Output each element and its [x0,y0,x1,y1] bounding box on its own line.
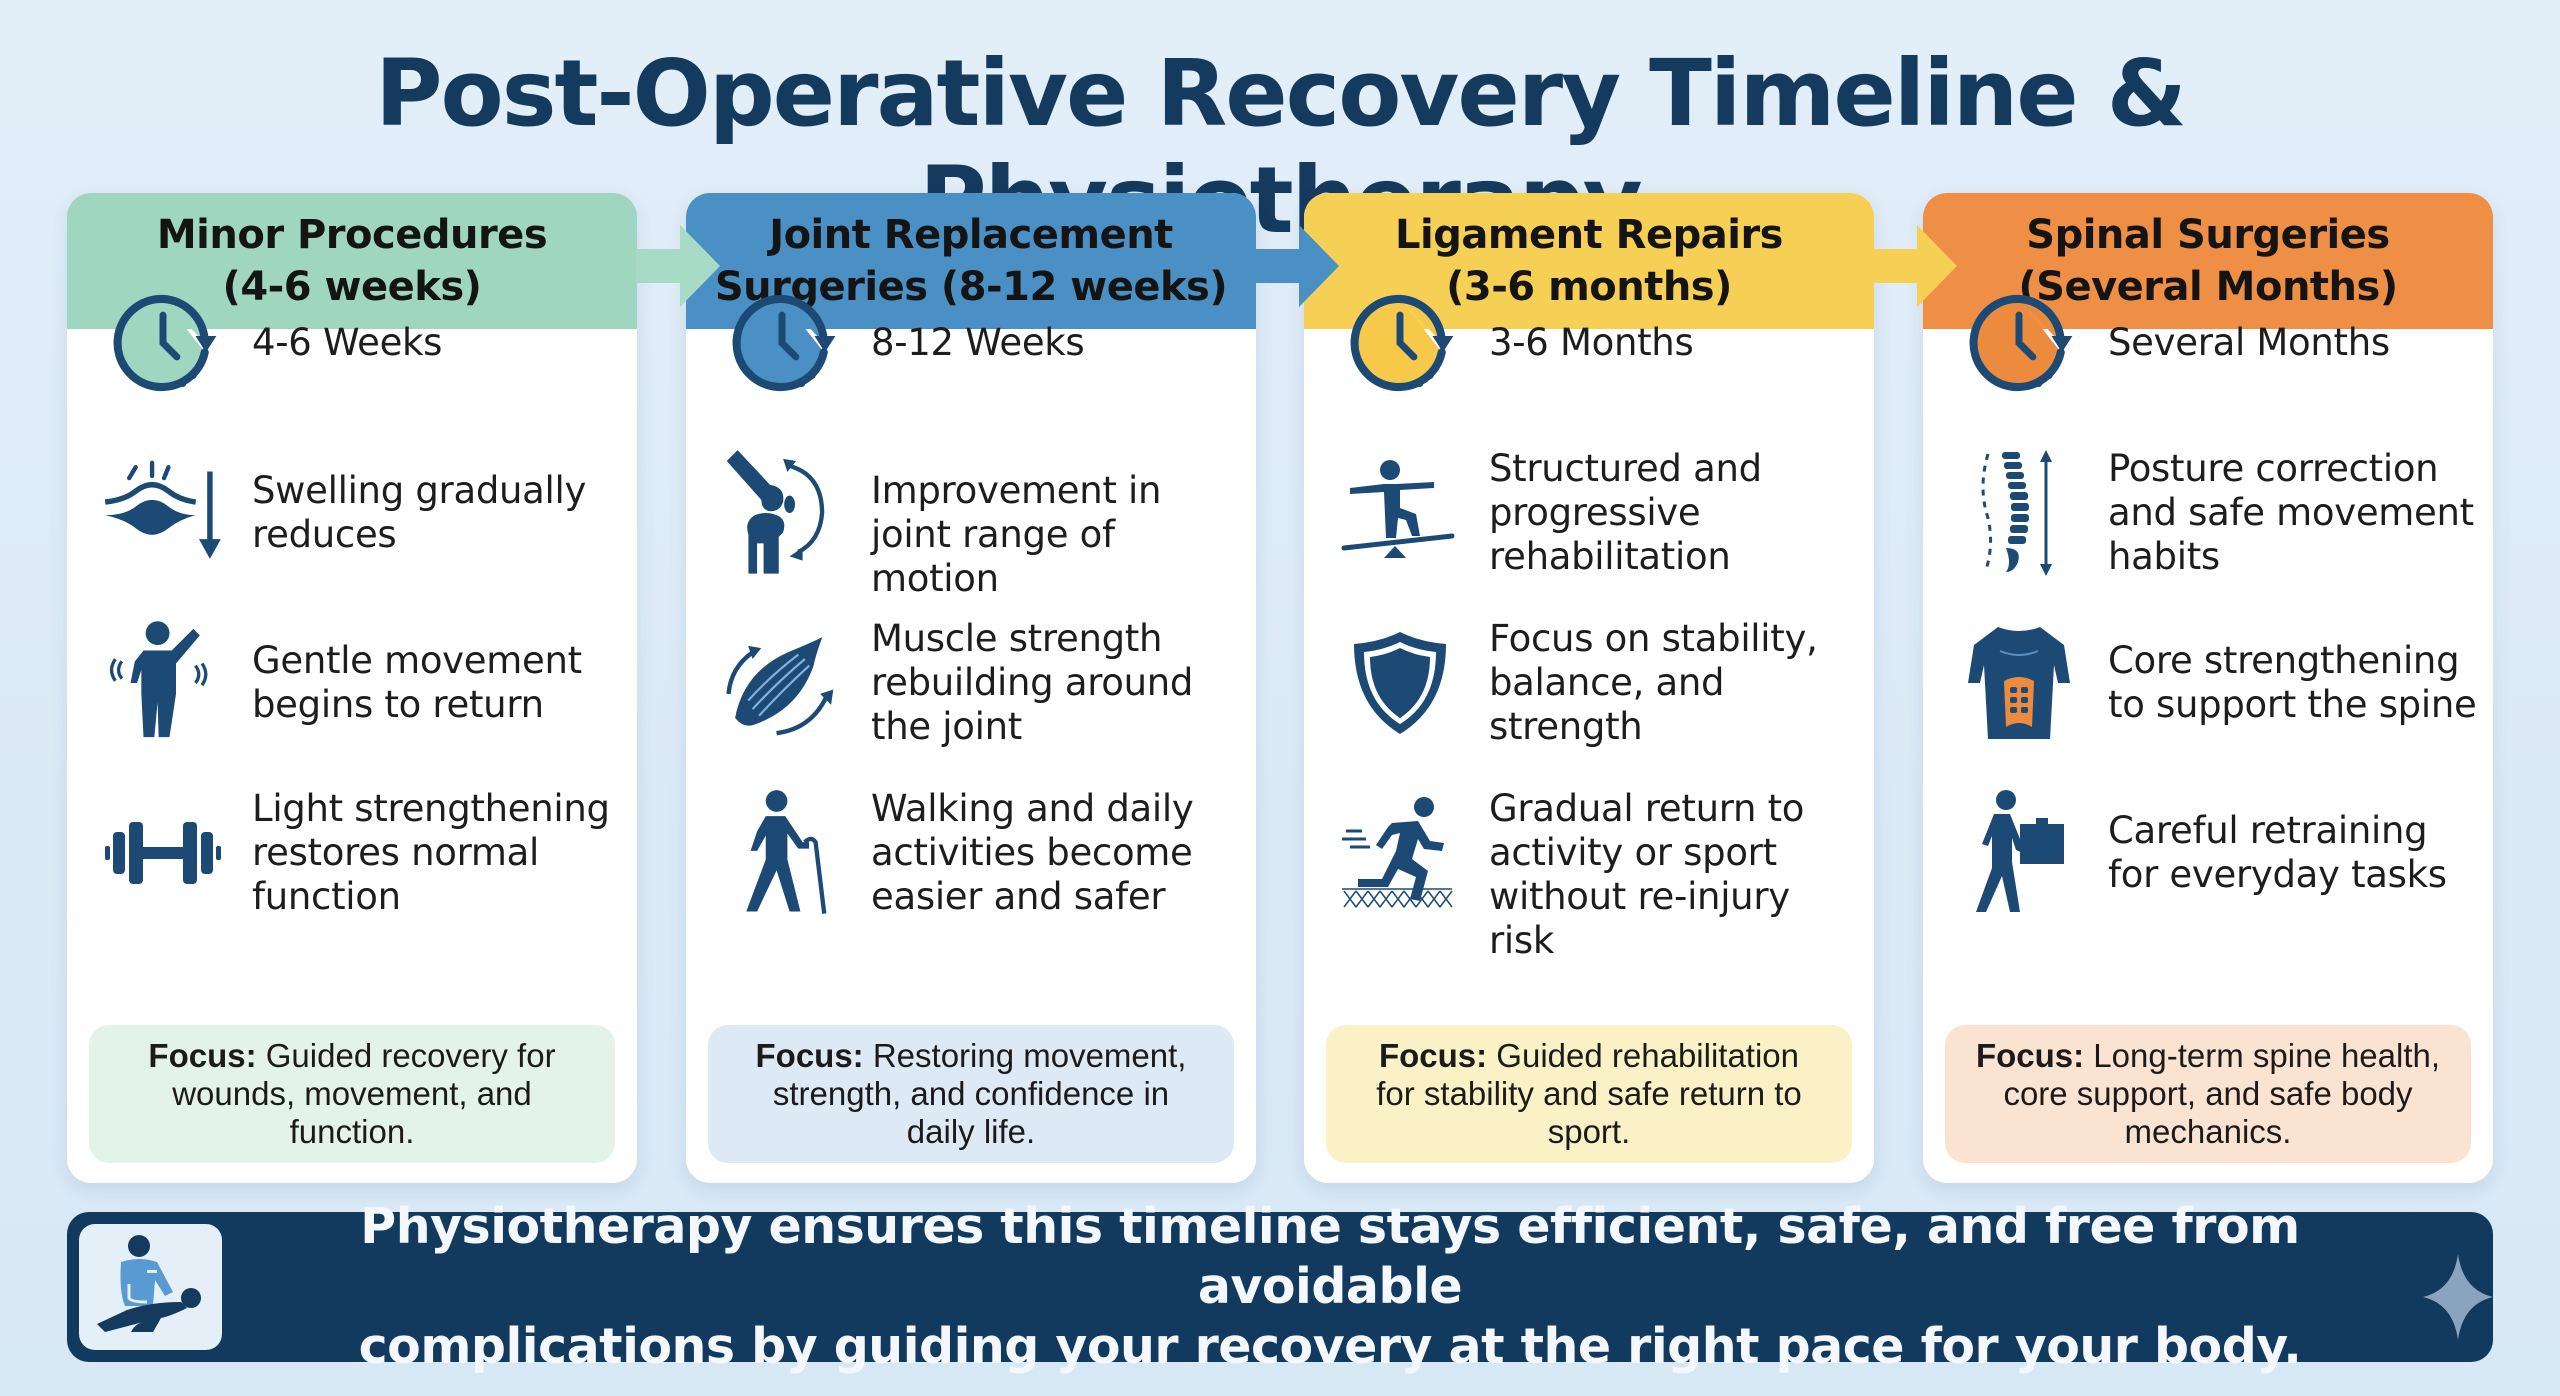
item-text: Core strengthening to support the spine [2108,639,2477,726]
banner-line-2: complications by guiding your recovery a… [358,1318,2302,1375]
column-header: Spinal Surgeries (Several Months) [1923,193,2493,329]
item-text: Walking and daily activities become easi… [871,787,1194,918]
header-title: Ligament Repairs [1395,212,1783,258]
header-title: Spinal Surgeries [2026,212,2390,258]
clock-icon [1959,283,2079,403]
person-waving-icon [103,621,223,743]
balance-board-icon [1340,453,1460,573]
item-text: Careful retraining for everyday tasks [2108,809,2447,896]
header-title: Joint Replacement [769,212,1173,258]
physiotherapy-banner: Physiotherapy ensures this timeline stay… [67,1198,2493,1375]
spine-icon [1959,450,2079,576]
header-title: Minor Procedures [156,212,548,258]
swelling-reduce-icon [103,453,223,573]
focus-label: Focus: [148,1037,257,1074]
walking-cane-icon [722,790,842,914]
header-duration: (Several Months) [2018,264,2398,310]
item-text: Gentle movement begins to return [252,639,582,726]
focus-label: Focus: [755,1037,864,1074]
banner-line-1: Physiotherapy ensures this timeline stay… [360,1198,2300,1315]
dumbbell-icon [103,793,223,913]
column-minor-procedures: Minor Procedures (4-6 weeks) 4-6 Weeks Sw… [67,193,637,1183]
item-text: Posture correction and safe movement hab… [2108,447,2474,578]
focus-box: Focus: Guided rehabilitation for stabili… [1326,1025,1852,1163]
shield-icon [1340,623,1460,743]
running-icon [1340,793,1460,913]
focus-text: Guided recovery for wounds, movement, an… [172,1037,556,1150]
torso-core-icon [1959,623,2079,743]
header-duration: (3-6 months) [1446,264,1732,310]
header-duration: (4-6 weeks) [222,264,482,310]
muscle-icon [722,623,842,743]
column-header: Minor Procedures (4-6 weeks) [67,193,637,329]
clock-icon [1340,283,1460,403]
item-text: Several Months [2108,321,2390,364]
column-joint-replacement: Joint Replacement Surgeries (8-12 weeks) … [686,193,1256,1183]
item-text: Focus on stability, balance, and strengt… [1489,617,1818,748]
item-text: 4-6 Weeks [252,321,443,364]
item-text: Muscle strength rebuilding around the jo… [871,617,1194,748]
item-text: Improvement in joint range of motion [871,469,1162,600]
banner-message: Physiotherapy ensures this timeline stay… [247,1198,2413,1375]
focus-box: Focus: Guided recovery for wounds, movem… [89,1025,615,1163]
item-text: Light strengthening restores normal func… [252,787,610,918]
focus-text: Restoring movement, strength, and confid… [772,1037,1187,1150]
sparkle-icon [2423,1252,2493,1342]
clock-icon [103,283,223,403]
focus-box: Focus: Restoring movement, strength, and… [708,1025,1234,1163]
item-text: 8-12 Weeks [871,321,1085,364]
focus-box: Focus: Long-term spine health, core supp… [1945,1025,2471,1163]
focus-label: Focus: [1975,1037,2085,1074]
column-ligament-repairs: Ligament Repairs (3-6 months) 3-6 Months … [1304,193,1874,1183]
focus-text: Long-term spine health, core support, an… [2003,1037,2441,1150]
focus-text: Guided rehabilitation for stability and … [1376,1037,1802,1150]
column-spinal-surgeries: Spinal Surgeries (Several Months) Several… [1923,193,2493,1183]
item-text: Gradual return to activity or sport with… [1489,787,1805,962]
item-text: Structured and progressive rehabilitatio… [1489,447,1762,578]
focus-label: Focus: [1378,1037,1488,1074]
knee-joint-icon [722,450,842,574]
item-text: Swelling gradually reduces [252,469,587,556]
item-text: 3-6 Months [1489,321,1694,364]
clock-icon [722,283,842,403]
lifting-box-icon [1959,790,2079,913]
physiotherapist-icon [79,1224,222,1350]
